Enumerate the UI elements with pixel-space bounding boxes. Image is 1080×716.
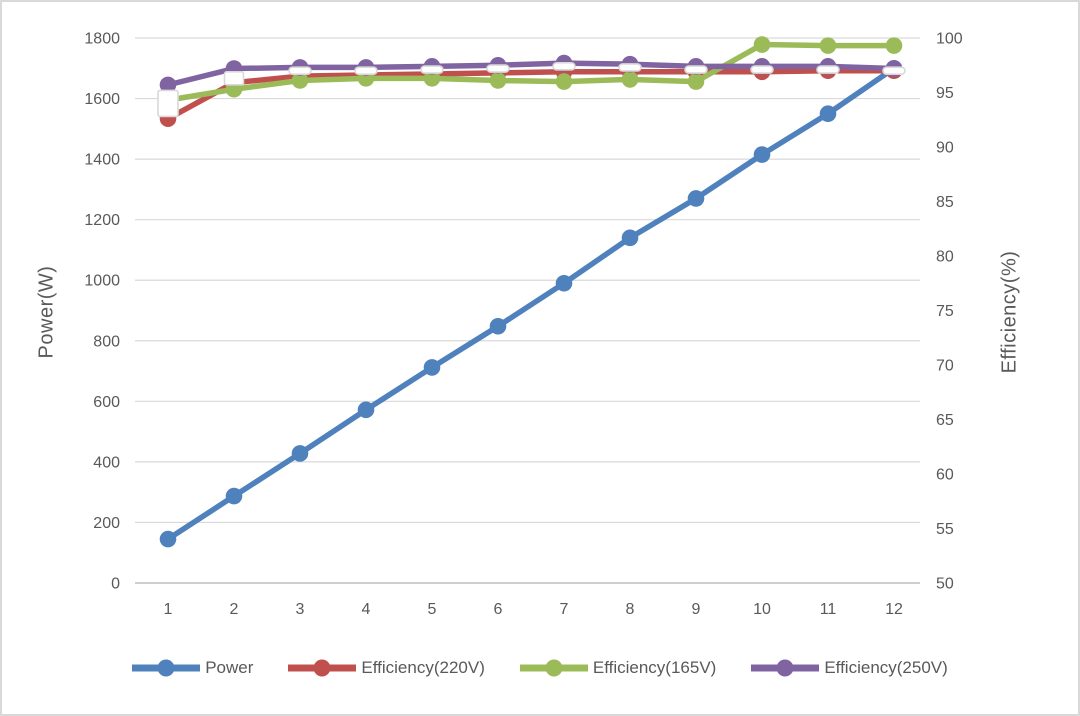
- overlay-marker-square-large: [157, 89, 179, 118]
- left-axis-tick-label: 600: [93, 394, 120, 411]
- series-marker-power: [819, 105, 837, 122]
- series-marker-power: [357, 401, 375, 419]
- left-axis-tick-label: 1600: [84, 91, 120, 108]
- legend-item-efficiency-250v-: Efficiency(250V): [751, 658, 948, 678]
- series-marker-efficiency-165v-: [555, 73, 573, 90]
- series-marker-efficiency-165v-: [423, 70, 441, 87]
- series-marker-power: [621, 229, 639, 247]
- right-axis-title: Efficiency(%): [998, 250, 1021, 374]
- right-axis-tick-label: 60: [936, 467, 954, 484]
- legend-swatch: [751, 659, 820, 677]
- series-marker-power: [753, 146, 771, 163]
- x-axis-tick-label: 6: [494, 601, 503, 618]
- legend-item-efficiency-220v-: Efficiency(220V): [288, 658, 485, 678]
- series-marker-power: [291, 445, 309, 462]
- series-marker-efficiency-165v-: [489, 72, 507, 89]
- right-axis-tick-label: 95: [936, 85, 954, 102]
- right-axis-tick-label: 100: [936, 31, 963, 48]
- x-axis-tick-label: 1: [164, 601, 173, 618]
- left-axis-tick-label: 1200: [84, 212, 120, 229]
- legend-label: Power: [205, 658, 254, 677]
- overlay-marker-square-small: [223, 71, 245, 86]
- series-marker-power: [555, 274, 573, 292]
- legend-label: Efficiency(250V): [824, 658, 948, 677]
- overlay-marker-dash: [354, 66, 378, 75]
- right-axis-tick-label: 75: [936, 303, 954, 320]
- series-marker-power: [423, 359, 441, 376]
- legend-label: Efficiency(220V): [361, 658, 485, 677]
- x-axis-tick-label: 5: [428, 601, 437, 618]
- legend-swatch-marker: [157, 659, 175, 677]
- right-axis-tick-label: 70: [936, 358, 954, 375]
- x-axis-tick-label: 9: [692, 601, 701, 618]
- left-axis-tick-label: 1400: [84, 152, 120, 169]
- x-axis-tick-label: 11: [820, 601, 837, 618]
- overlay-marker-dash: [882, 66, 906, 75]
- right-axis-tick-label: 50: [936, 576, 954, 593]
- left-axis-tick-label: 1000: [84, 273, 120, 290]
- legend-swatch: [132, 659, 201, 677]
- overlay-marker-dash: [816, 65, 840, 74]
- legend-swatch-marker: [545, 659, 563, 677]
- overlay-marker-dash: [750, 65, 774, 74]
- legend-swatch: [288, 659, 357, 677]
- overlay-marker-dash: [552, 62, 576, 71]
- series-line-power: [165, 65, 897, 542]
- legend-swatch-marker: [776, 659, 794, 677]
- series-marker-efficiency-165v-: [291, 72, 309, 89]
- x-axis-tick-label: 8: [626, 601, 635, 618]
- series-marker-power: [225, 487, 243, 505]
- right-axis-tick-label: 65: [936, 412, 954, 429]
- left-axis-tick-label: 1800: [84, 31, 120, 48]
- overlay-marker-dash: [618, 63, 642, 72]
- x-axis-tick-label: 10: [753, 601, 771, 618]
- series-line-efficiency-165v-: [165, 41, 897, 103]
- right-axis-tick-label: 80: [936, 249, 954, 266]
- series-marker-efficiency-165v-: [687, 73, 705, 90]
- right-axis-tick-label: 90: [936, 140, 954, 157]
- series-line-efficiency-220v-: [165, 67, 897, 122]
- series-marker-efficiency-165v-: [621, 71, 639, 88]
- left-axis-tick-label: 400: [93, 454, 120, 471]
- overlay-marker-dash: [420, 65, 444, 74]
- legend-swatch: [519, 659, 588, 677]
- x-axis-tick-label: 4: [362, 601, 371, 618]
- series-marker-efficiency-165v-: [753, 36, 771, 53]
- overlay-marker-dash: [684, 65, 708, 74]
- series-marker-efficiency-165v-: [885, 37, 903, 54]
- legend-label: Efficiency(165V): [592, 658, 717, 677]
- left-axis-tick-label: 0: [111, 576, 120, 593]
- series-marker-power: [159, 530, 177, 548]
- legend-swatch-marker: [313, 659, 331, 677]
- x-axis-tick-label: 3: [296, 601, 305, 618]
- series-marker-power: [687, 190, 705, 207]
- series-line-efficiency-250v-: [165, 60, 897, 88]
- legend: Power Efficiency(220V) Efficiency(165V) Eff…: [2, 658, 1078, 678]
- overlay-marker-dash: [486, 64, 510, 73]
- series-marker-power: [489, 317, 507, 335]
- left-axis-title: Power(W): [35, 265, 58, 359]
- legend-item-efficiency-165v-: Efficiency(165V): [519, 658, 717, 678]
- overlay-marker-dash: [288, 66, 312, 75]
- left-axis-tick-label: 200: [93, 515, 120, 532]
- right-axis-tick-label: 55: [936, 521, 954, 538]
- series-marker-efficiency-250v-: [159, 76, 177, 94]
- x-axis-tick-label: 7: [560, 601, 569, 618]
- right-axis-tick-label: 85: [936, 194, 954, 211]
- left-axis-tick-label: 800: [93, 333, 120, 350]
- legend-item-power: Power: [132, 658, 253, 678]
- x-axis-tick-label: 2: [230, 601, 239, 618]
- x-axis-tick-label: 12: [885, 601, 903, 618]
- series-marker-efficiency-165v-: [819, 37, 837, 54]
